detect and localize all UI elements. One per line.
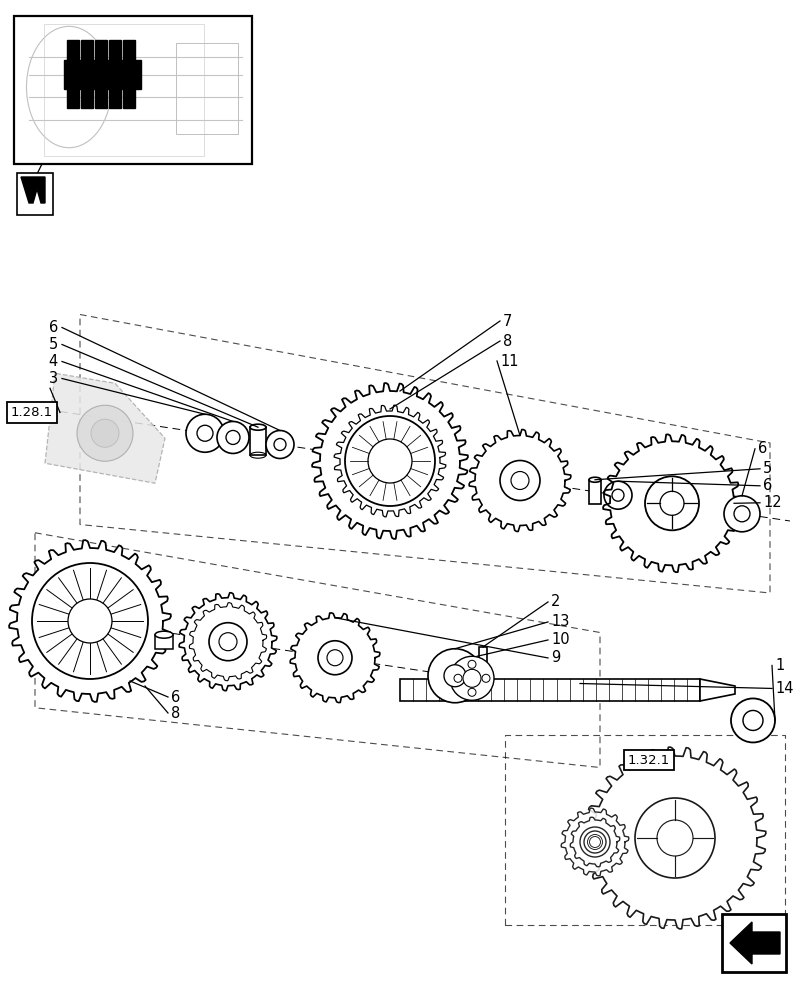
Text: 8: 8 (171, 706, 180, 720)
Bar (588, 480, 600, 504)
Circle shape (603, 481, 631, 509)
Bar (44, 24, 204, 156)
Circle shape (510, 472, 528, 489)
Circle shape (77, 405, 133, 461)
Circle shape (462, 669, 480, 687)
Text: 5: 5 (762, 461, 771, 476)
Text: 1.28.1: 1.28.1 (11, 406, 53, 419)
Bar (17, 173, 53, 215)
Bar (155, 635, 173, 649)
Circle shape (500, 460, 539, 500)
Text: 3: 3 (49, 371, 58, 386)
Circle shape (611, 489, 623, 501)
Bar (176, 43, 238, 134)
Circle shape (656, 820, 692, 856)
Circle shape (225, 430, 240, 444)
Bar (81, 40, 92, 108)
Text: 14: 14 (774, 681, 792, 696)
Ellipse shape (588, 477, 600, 482)
Circle shape (482, 674, 489, 682)
Circle shape (186, 414, 224, 452)
Circle shape (32, 563, 148, 679)
Polygon shape (9, 540, 170, 702)
Polygon shape (569, 817, 619, 867)
Text: 8: 8 (502, 334, 512, 349)
Circle shape (219, 633, 237, 651)
Circle shape (318, 641, 351, 675)
Text: 7: 7 (502, 314, 512, 328)
Circle shape (91, 419, 119, 447)
Bar (250, 427, 266, 455)
Circle shape (427, 649, 482, 703)
Text: 1.32.1: 1.32.1 (627, 754, 669, 766)
Circle shape (444, 665, 466, 687)
Circle shape (449, 656, 493, 700)
Polygon shape (45, 373, 165, 483)
Text: 13: 13 (551, 614, 569, 629)
Polygon shape (560, 808, 628, 876)
Bar (64, 60, 141, 89)
Polygon shape (290, 613, 380, 703)
Circle shape (589, 836, 600, 847)
Text: 6: 6 (757, 441, 766, 456)
Polygon shape (603, 434, 740, 572)
Circle shape (733, 506, 749, 522)
Polygon shape (469, 430, 570, 531)
Circle shape (68, 599, 112, 643)
Circle shape (273, 438, 285, 450)
Bar (67, 40, 79, 108)
Text: 9: 9 (551, 650, 560, 665)
Text: 12: 12 (762, 495, 781, 510)
Circle shape (723, 496, 759, 532)
Circle shape (453, 674, 461, 682)
Circle shape (583, 831, 605, 853)
Circle shape (742, 710, 762, 730)
Text: 6: 6 (171, 690, 180, 704)
Bar (95, 40, 107, 108)
Circle shape (327, 650, 342, 666)
Circle shape (730, 698, 774, 742)
Polygon shape (729, 922, 779, 964)
Text: 4: 4 (49, 354, 58, 369)
Text: 5: 5 (49, 337, 58, 352)
Polygon shape (583, 747, 765, 929)
Text: 11: 11 (500, 354, 518, 368)
Bar (478, 647, 487, 669)
Polygon shape (21, 177, 45, 203)
Circle shape (634, 798, 714, 878)
Text: 2: 2 (551, 594, 560, 609)
Circle shape (644, 476, 698, 530)
Ellipse shape (155, 631, 173, 638)
Text: 6: 6 (49, 320, 58, 335)
Text: 1: 1 (774, 658, 783, 673)
Circle shape (659, 491, 683, 515)
Polygon shape (334, 405, 445, 517)
Bar (400, 679, 699, 701)
Circle shape (587, 834, 602, 849)
Bar (109, 40, 121, 108)
Ellipse shape (250, 424, 266, 430)
Text: 6: 6 (762, 478, 771, 493)
Circle shape (208, 623, 247, 661)
Polygon shape (699, 679, 734, 701)
Circle shape (467, 688, 475, 696)
Polygon shape (311, 383, 467, 539)
Circle shape (266, 430, 294, 458)
Circle shape (197, 425, 212, 441)
Polygon shape (179, 593, 277, 691)
Text: 10: 10 (551, 632, 569, 647)
Bar (14, 16, 251, 164)
Circle shape (467, 660, 475, 668)
Circle shape (579, 827, 609, 857)
Circle shape (217, 421, 249, 453)
Bar (721, 914, 785, 972)
Bar (122, 40, 135, 108)
Circle shape (345, 416, 435, 506)
Circle shape (367, 439, 411, 483)
